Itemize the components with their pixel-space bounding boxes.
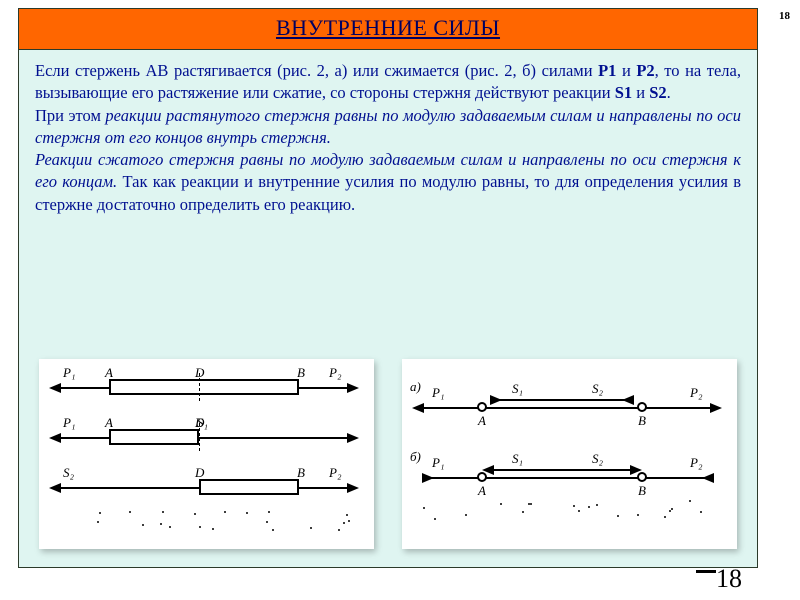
figure-left: P₁ADBP₂P₁ADS₁S₂DBP₂ (39, 359, 374, 549)
pagenum-big: 18 (696, 564, 742, 594)
paragraph-3: Реакции сжатого стержня равны по модулю … (35, 149, 741, 216)
p2-i: реакции растянутого стержня равны по мод… (35, 106, 741, 147)
figure-right: a)P₁P₂S₁S₂ABб)P₁P₂S₁S₂AB (402, 359, 737, 549)
pagenum-bar-icon (696, 570, 716, 573)
p1-b2: Р2 (636, 61, 654, 80)
title-text: ВНУТРЕННИЕ СИЛЫ (276, 15, 500, 40)
p1-a: Если стержень АВ растягивается (рис. 2, … (35, 61, 598, 80)
page: 18 ВНУТРЕННИЕ СИЛЫ Если стержень АВ раст… (0, 0, 800, 600)
pagenum-big-text: 18 (716, 564, 742, 593)
content-panel: ВНУТРЕННИЕ СИЛЫ Если стержень АВ растяги… (18, 8, 758, 568)
p1-b3: S1 (615, 83, 632, 102)
p1-e: . (667, 83, 671, 102)
p2-a: При этом (35, 106, 105, 125)
title-bar: ВНУТРЕННИЕ СИЛЫ (19, 9, 757, 50)
paragraph-1: Если стержень АВ растягивается (рис. 2, … (35, 60, 741, 105)
p1-m1: и (616, 61, 636, 80)
body-text: Если стержень АВ растягивается (рис. 2, … (19, 50, 757, 216)
p3-r: Так как реакции и внутренние усилия по м… (35, 172, 741, 213)
p1-m3: и (632, 83, 649, 102)
p1-b1: Р1 (598, 61, 616, 80)
p1-b4: S2 (649, 83, 666, 102)
paragraph-2: При этом реакции растянутого стержня рав… (35, 105, 741, 150)
pagenum-small: 18 (779, 10, 790, 22)
figures-row: P₁ADBP₂P₁ADS₁S₂DBP₂ a)P₁P₂S₁S₂ABб)P₁P₂S₁… (19, 359, 757, 549)
